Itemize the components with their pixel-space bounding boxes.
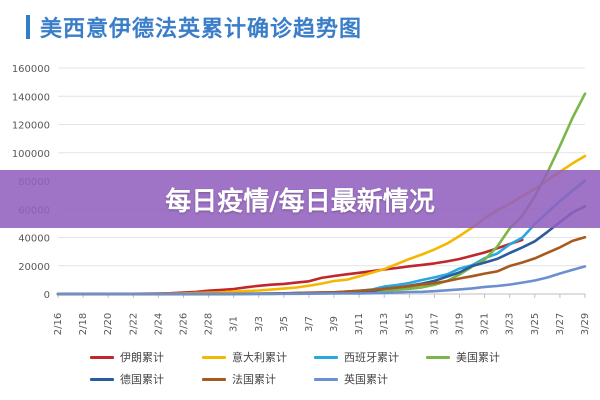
legend-label: 美国累计 <box>456 351 500 364</box>
x-tick-label: 3/19 <box>455 313 466 335</box>
x-tick-label: 3/15 <box>404 313 415 335</box>
y-tick-label: 0 <box>44 290 50 301</box>
chart-title-bar: 美西意伊德法英累计确诊趋势图 <box>26 14 363 42</box>
legend-swatch <box>202 377 226 381</box>
x-tick-label: 3/5 <box>279 316 290 332</box>
x-tick-label: 3/3 <box>254 316 265 332</box>
y-tick-label: 100000 <box>12 149 50 160</box>
x-tick-label: 2/26 <box>178 313 189 335</box>
chart-title: 美西意伊德法英累计确诊趋势图 <box>40 17 363 42</box>
legend-item: 英国累计 <box>314 371 426 387</box>
x-tick-label: 3/25 <box>530 313 541 335</box>
chart-legend: 伊朗累计 意大利累计 西班牙累计 美国累计德国累计 法国累计 英国累计 <box>90 346 570 390</box>
x-tick-label: 2/16 <box>53 313 64 335</box>
x-tick-label: 3/29 <box>580 313 591 335</box>
legend-row: 德国累计 法国累计 英国累计 <box>90 368 570 390</box>
legend-swatch <box>314 355 338 359</box>
x-tick-label: 2/28 <box>204 313 215 335</box>
x-tick-label: 2/20 <box>103 313 114 335</box>
series-line-英国累计 <box>56 265 587 296</box>
legend-item: 伊朗累计 <box>90 349 202 365</box>
banner-text: 每日疫情/每日最新情况 <box>165 186 435 217</box>
legend-item: 意大利累计 <box>202 349 314 365</box>
legend-swatch <box>90 377 114 381</box>
x-tick-label: 3/21 <box>480 313 491 335</box>
legend-label: 德国累计 <box>120 373 164 386</box>
title-accent-bar <box>26 15 30 39</box>
y-tick-label: 20000 <box>18 262 50 273</box>
x-tick-label: 3/1 <box>229 316 240 332</box>
x-tick-label: 3/13 <box>379 313 390 335</box>
legend-item: 西班牙累计 <box>314 349 426 365</box>
series-line-伊朗累计 <box>56 238 524 296</box>
x-tick-label: 3/17 <box>429 313 440 335</box>
x-tick-label: 2/24 <box>153 313 164 335</box>
legend-swatch <box>90 355 114 359</box>
legend-item: 法国累计 <box>202 371 314 387</box>
legend-swatch <box>314 377 338 381</box>
legend-item: 德国累计 <box>90 371 202 387</box>
legend-label: 法国累计 <box>232 373 276 386</box>
legend-swatch <box>202 355 226 359</box>
x-tick-label: 2/22 <box>128 313 139 335</box>
x-tick-label: 3/23 <box>505 313 516 335</box>
legend-label: 西班牙累计 <box>344 351 399 364</box>
legend-row: 伊朗累计 意大利累计 西班牙累计 美国累计 <box>90 346 570 368</box>
legend-item: 美国累计 <box>426 349 538 365</box>
x-tick-label: 3/11 <box>354 313 365 335</box>
legend-label: 伊朗累计 <box>120 351 164 364</box>
y-tick-label: 120000 <box>12 121 50 132</box>
legend-label: 意大利累计 <box>232 351 287 364</box>
legend-swatch <box>426 355 450 359</box>
x-tick-label: 3/7 <box>304 316 315 332</box>
y-tick-label: 40000 <box>18 234 50 245</box>
y-tick-label: 140000 <box>12 92 50 103</box>
x-tick-label: 2/18 <box>78 313 89 335</box>
overlay-banner: 每日疫情/每日最新情况 <box>0 170 600 228</box>
y-tick-label: 160000 <box>12 64 50 75</box>
x-tick-label: 3/27 <box>555 313 566 335</box>
x-tick-label: 3/9 <box>329 316 340 332</box>
legend-label: 英国累计 <box>344 373 388 386</box>
